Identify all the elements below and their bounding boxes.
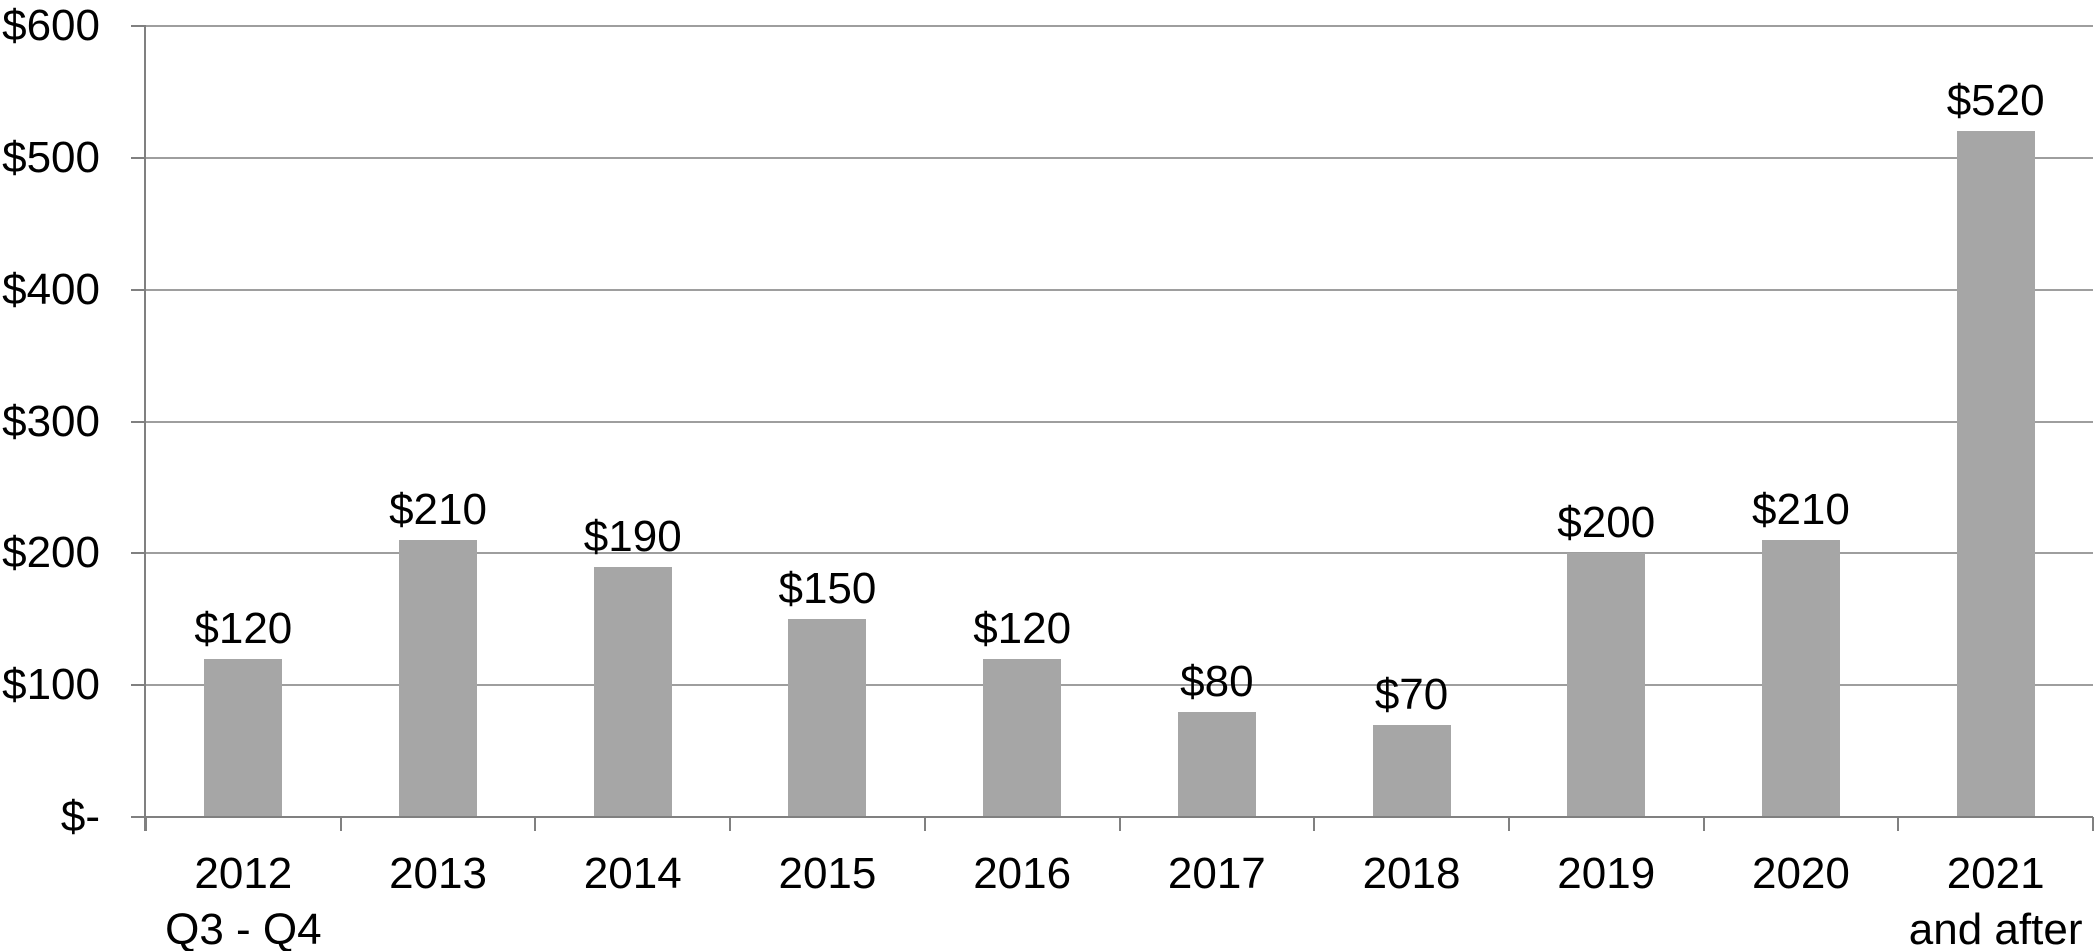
bar-value-label: $210 xyxy=(1751,485,1850,535)
y-axis-tick xyxy=(131,552,146,555)
y-axis-tick-label: $500 xyxy=(2,132,100,182)
y-gridline xyxy=(146,552,2093,555)
bar-value-label: $200 xyxy=(1557,498,1656,548)
x-axis-category-label: 2021 and after xyxy=(1908,849,2083,951)
x-axis-tick xyxy=(1702,817,1705,831)
y-axis-tick-label: $- xyxy=(60,792,100,841)
x-axis-tick xyxy=(534,817,537,831)
bar-value-label: $80 xyxy=(1180,656,1254,706)
x-axis-category-label: 2013 xyxy=(389,849,487,898)
bar xyxy=(204,658,283,817)
bar xyxy=(788,619,867,817)
x-axis-tick xyxy=(145,817,147,831)
x-axis-tick xyxy=(1313,817,1316,831)
x-axis-category-label: 2020 xyxy=(1751,849,1850,898)
bar-value-label: $70 xyxy=(1374,669,1449,719)
y-axis-tick xyxy=(131,156,146,159)
y-axis-tick-label: $400 xyxy=(2,264,100,314)
x-axis-tick xyxy=(729,817,732,831)
y-gridline xyxy=(146,25,2093,27)
y-axis-tick xyxy=(131,25,146,27)
x-axis-category-label: 2012 Q3 - Q4 xyxy=(165,849,322,951)
bar-value-label: $190 xyxy=(583,511,682,561)
bar xyxy=(1372,724,1451,817)
y-axis-tick xyxy=(131,420,146,423)
bar-value-label: $520 xyxy=(1946,76,2045,126)
y-axis-tick xyxy=(131,816,146,818)
x-axis-category-label: 2016 xyxy=(973,849,1072,898)
x-axis-tick xyxy=(1118,817,1121,831)
bar-value-label: $120 xyxy=(973,603,1072,653)
y-axis-tick xyxy=(131,288,146,291)
bar-value-label: $150 xyxy=(778,564,877,614)
x-axis-category-label: 2017 xyxy=(1167,849,1266,898)
y-gridline xyxy=(146,684,2093,687)
x-axis-category-label: 2019 xyxy=(1557,849,1656,898)
x-axis-tick xyxy=(923,817,926,831)
bar-value-label: $210 xyxy=(389,485,487,535)
y-axis-tick-label: $300 xyxy=(2,396,100,446)
x-axis-tick xyxy=(1897,817,1900,831)
y-gridline xyxy=(146,288,2093,291)
bar xyxy=(1567,553,1646,817)
bar-value-label: $120 xyxy=(194,603,293,653)
x-axis-tick xyxy=(339,817,342,831)
y-gridline xyxy=(146,420,2093,423)
bar xyxy=(399,540,478,817)
y-axis-tick xyxy=(131,684,146,687)
bar xyxy=(593,566,672,817)
x-axis-tick xyxy=(1507,817,1510,831)
bar xyxy=(1761,540,1840,817)
x-axis-category-label: 2018 xyxy=(1362,849,1461,898)
bar xyxy=(983,658,1062,817)
bar xyxy=(1177,711,1256,817)
bar xyxy=(1956,131,2035,817)
x-axis-tick xyxy=(2092,817,2094,831)
x-axis-category-label: 2015 xyxy=(778,849,877,898)
y-gridline xyxy=(146,156,2093,159)
y-axis-tick-label: $600 xyxy=(2,1,100,50)
y-axis-line xyxy=(144,25,146,831)
y-axis-tick-label: $100 xyxy=(2,660,100,710)
x-axis-category-label: 2014 xyxy=(583,849,682,898)
y-axis-tick-label: $200 xyxy=(2,528,100,578)
